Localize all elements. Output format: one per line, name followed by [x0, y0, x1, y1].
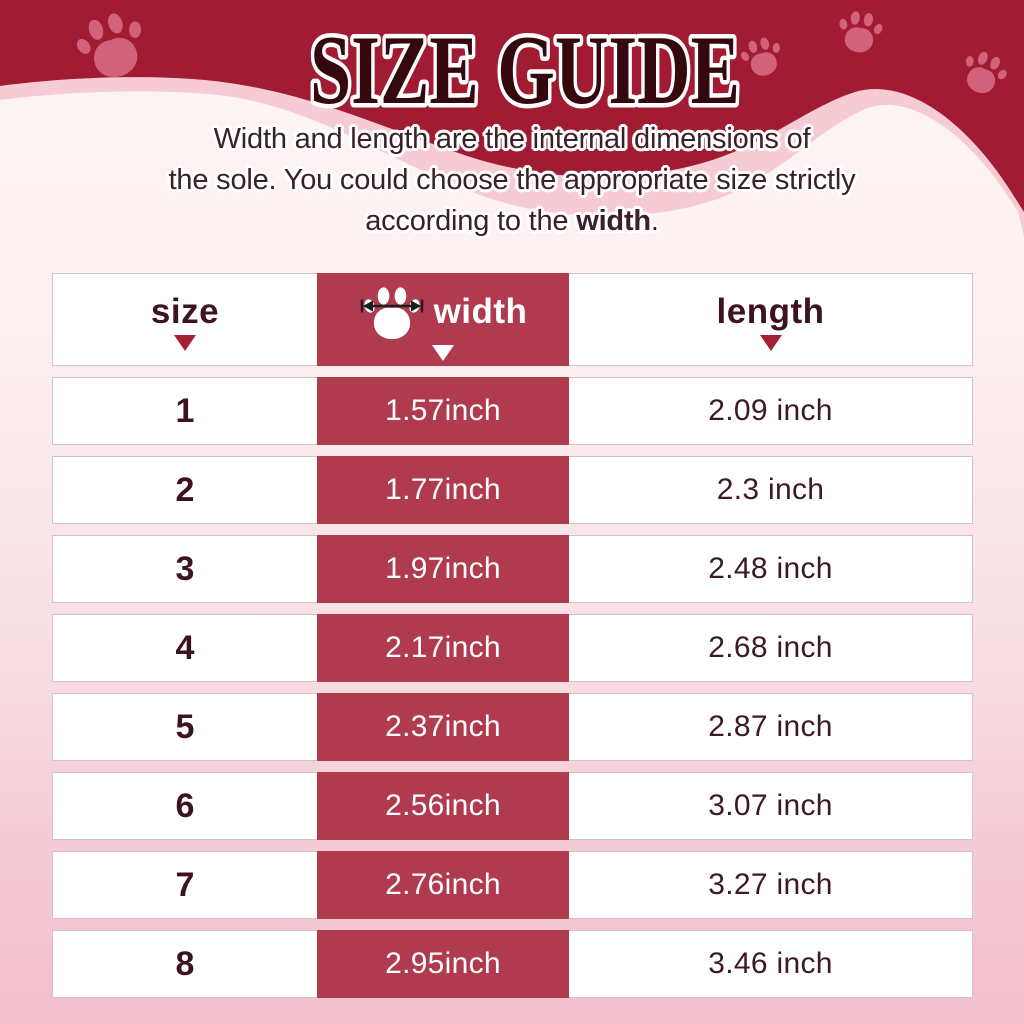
size-table: size width length: [52, 273, 973, 998]
length-cell: 2.68 inch: [708, 631, 833, 664]
width-column-highlight: [317, 614, 569, 682]
table-row: 7 2.76inch 3.27 inch: [52, 851, 973, 919]
description-line: according to the width.: [365, 205, 659, 237]
width-cell: 2.17inch: [385, 631, 501, 664]
size-cell: 7: [175, 865, 195, 904]
width-column-highlight: [317, 930, 569, 998]
width-column-highlight: [317, 377, 569, 445]
table-row: 1 1.57inch 2.09 inch: [52, 377, 973, 445]
length-cell: 3.46 inch: [708, 947, 833, 980]
width-cell: 2.95inch: [385, 947, 501, 980]
width-header-group: width: [359, 282, 528, 342]
size-header-label: size: [150, 292, 220, 331]
length-cell: 2.87 inch: [708, 710, 833, 743]
width-cell: 2.37inch: [385, 710, 501, 743]
width-cell: 2.56inch: [385, 789, 501, 822]
size-cell: 6: [175, 786, 195, 825]
title-text: SIZE GUIDE: [310, 16, 740, 125]
table-row: 6 2.56inch 3.07 inch: [52, 772, 973, 840]
size-cell: 4: [175, 628, 195, 667]
width-cell: 1.97inch: [385, 552, 501, 585]
width-cell: 1.77inch: [385, 473, 501, 506]
header-cell-width: width: [317, 274, 569, 365]
width-cell: 2.76inch: [385, 868, 501, 901]
width-column-highlight: [317, 535, 569, 603]
description-line: Width and length are the internal dimens…: [213, 123, 811, 155]
length-cell: 3.27 inch: [708, 868, 833, 901]
length-cell: 2.3 inch: [716, 473, 825, 506]
length-header-label: length: [716, 292, 825, 331]
size-cell: 5: [175, 707, 195, 746]
down-triangle-icon: [432, 345, 454, 361]
table-row: 2 1.77inch 2.3 inch: [52, 456, 973, 524]
size-cell: 2: [175, 470, 195, 509]
size-cell: 1: [175, 391, 195, 430]
header-cell-size: size: [53, 274, 317, 365]
width-column-highlight: [317, 456, 569, 524]
paw-width-icon: [360, 287, 423, 340]
table-row: 5 2.37inch 2.87 inch: [52, 693, 973, 761]
page-title: SIZE GUIDE: [306, 12, 745, 130]
length-cell: 2.09 inch: [708, 394, 833, 427]
width-column-highlight: [317, 693, 569, 761]
length-cell: 3.07 inch: [708, 789, 833, 822]
width-header-label: width: [433, 292, 528, 331]
size-cell: 8: [175, 944, 195, 983]
table-header-row: size width length: [52, 273, 973, 366]
size-cell: 3: [175, 549, 195, 588]
header-wave-decoration: [0, 0, 1024, 236]
table-row: 4 2.17inch 2.68 inch: [52, 614, 973, 682]
width-column-highlight: [317, 851, 569, 919]
table-row: 8 2.95inch 3.46 inch: [52, 930, 973, 998]
width-cell: 1.57inch: [385, 394, 501, 427]
table-row: 3 1.97inch 2.48 inch: [52, 535, 973, 603]
description: Width and length are the internal dimens…: [0, 119, 1024, 242]
description-line: the sole. You could choose the appropria…: [168, 164, 856, 196]
length-cell: 2.48 inch: [708, 552, 833, 585]
down-triangle-icon: [759, 335, 782, 351]
header-cell-length: length: [569, 274, 972, 365]
width-column-highlight: [317, 772, 569, 840]
down-triangle-icon: [174, 335, 196, 351]
